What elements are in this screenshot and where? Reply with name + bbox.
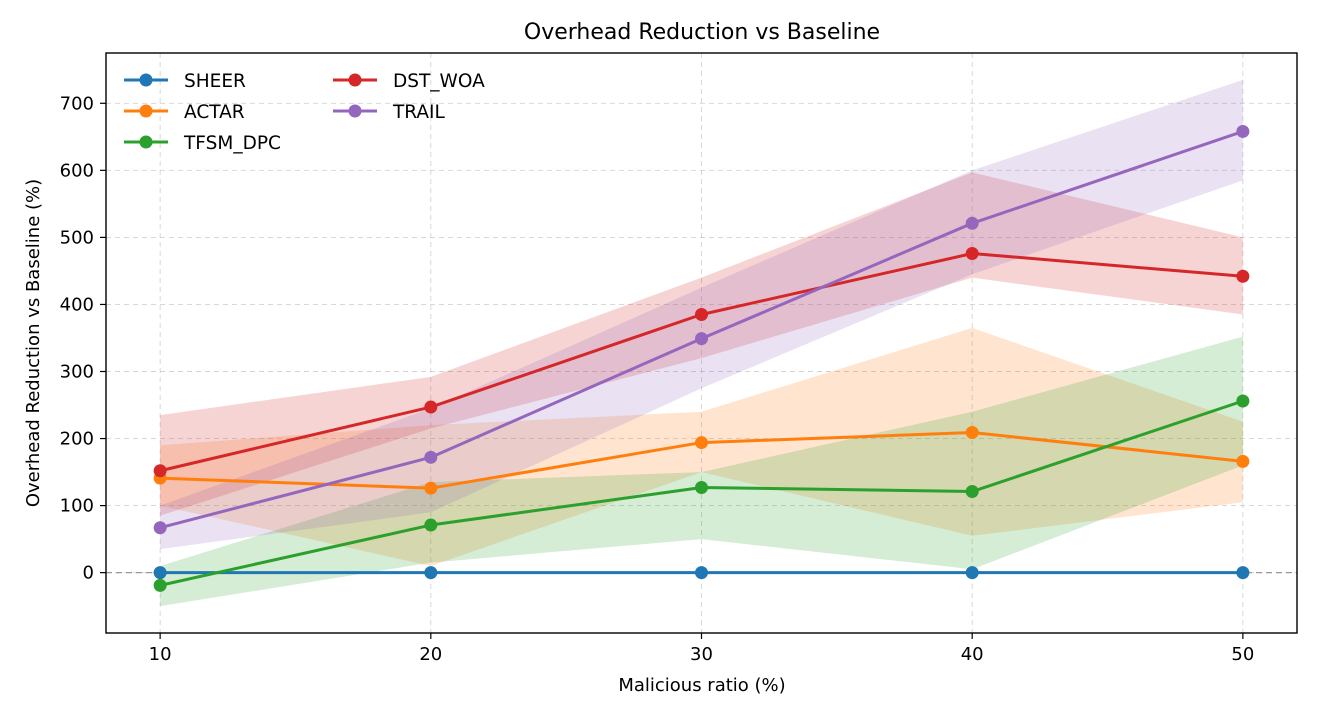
x-tick-label: 50	[1231, 644, 1254, 665]
data-point-sheer	[965, 566, 979, 580]
legend-label: SHEER	[184, 71, 246, 92]
data-point-trail	[424, 450, 438, 464]
series-lines	[153, 124, 1250, 592]
x-tick-label: 10	[149, 644, 172, 665]
data-point-sheer	[424, 566, 438, 580]
data-point-dst-woa	[695, 308, 708, 322]
legend-entry-tfsm-dpc: TFSM_DPC	[124, 133, 281, 154]
data-point-tfsm-dpc	[153, 578, 167, 592]
data-point-actar	[1236, 454, 1250, 468]
data-point-trail	[1236, 124, 1250, 138]
data-point-actar	[695, 436, 708, 450]
legend-marker	[139, 135, 153, 149]
data-point-dst-woa	[965, 246, 979, 260]
x-tick-label: 40	[961, 644, 984, 665]
data-point-dst-woa	[424, 400, 438, 414]
legend-marker	[139, 104, 153, 118]
data-point-actar	[424, 481, 438, 495]
data-point-tfsm-dpc	[424, 518, 438, 532]
y-tick-label: 200	[60, 429, 94, 450]
legend-marker	[139, 73, 153, 87]
data-point-tfsm-dpc	[1236, 394, 1250, 408]
y-axis-label: Overhead Reduction vs Baseline (%)	[23, 179, 44, 507]
legend-label: DST_WOA	[393, 71, 485, 92]
data-point-trail	[965, 216, 979, 230]
legend: SHEER ACTAR TFSM_DPC DST_WOA TRAIL	[124, 71, 485, 154]
legend-entry-trail: TRAIL	[333, 102, 446, 123]
data-point-sheer	[695, 566, 708, 580]
y-tick-label: 500	[60, 227, 94, 248]
data-point-actar	[965, 426, 979, 440]
data-point-dst-woa	[153, 464, 167, 478]
data-point-dst-woa	[1236, 269, 1250, 283]
y-tick-label: 300	[60, 361, 94, 382]
data-point-tfsm-dpc	[695, 480, 708, 494]
x-tick-label: 30	[690, 644, 713, 665]
chart-title: Overhead Reduction vs Baseline	[524, 20, 880, 45]
data-point-trail	[695, 332, 708, 346]
legend-label: TFSM_DPC	[183, 133, 281, 154]
band-tfsm-dpc	[160, 336, 1243, 607]
data-point-trail	[153, 521, 167, 535]
y-tick-label: 100	[60, 496, 94, 517]
legend-entry-dst-woa: DST_WOA	[333, 71, 485, 92]
y-tick-label: 0	[83, 563, 94, 584]
data-point-sheer	[153, 566, 167, 580]
y-tick-label: 400	[60, 294, 94, 315]
data-point-sheer	[1236, 566, 1250, 580]
plot-frame	[105, 52, 1298, 634]
legend-entry-actar: ACTAR	[124, 102, 245, 123]
y-tick-label: 700	[60, 93, 94, 114]
x-tick-label: 20	[419, 644, 442, 665]
data-point-tfsm-dpc	[965, 485, 979, 499]
legend-label: TRAIL	[392, 102, 446, 123]
x-axis-label: Malicious ratio (%)	[618, 675, 785, 696]
y-tick-label: 600	[60, 160, 94, 181]
legend-marker	[348, 104, 362, 118]
legend-entry-sheer: SHEER	[124, 71, 246, 92]
legend-label: ACTAR	[184, 102, 245, 123]
legend-marker	[348, 73, 362, 87]
